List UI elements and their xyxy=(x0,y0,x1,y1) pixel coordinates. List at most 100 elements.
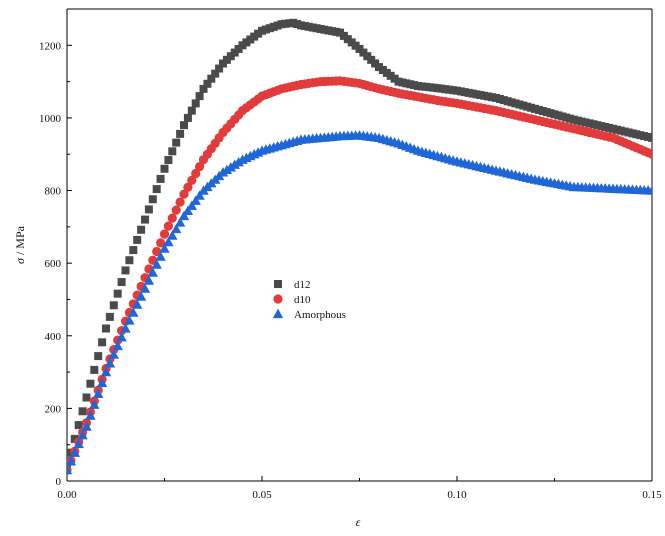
x-tick-label: 0.05 xyxy=(252,489,272,501)
data-point-d12 xyxy=(648,133,652,142)
data-point-d10 xyxy=(183,182,193,192)
data-point-d12 xyxy=(74,421,83,430)
data-point-d12 xyxy=(211,69,220,78)
data-point-d12 xyxy=(191,99,200,108)
data-point-d12 xyxy=(199,84,208,93)
data-point-d12 xyxy=(70,434,79,443)
data-point-d12 xyxy=(187,106,196,115)
data-point-amorphous xyxy=(128,307,139,317)
data-point-d12 xyxy=(195,92,204,101)
data-point-d12 xyxy=(183,113,192,122)
data-point-d12 xyxy=(152,185,161,194)
data-point-d12 xyxy=(203,79,212,88)
data-point-d12 xyxy=(215,64,224,73)
data-point-amorphous xyxy=(646,185,652,195)
data-point-d12 xyxy=(86,379,95,388)
data-point-d12 xyxy=(137,225,146,234)
legend-label-d12: d12 xyxy=(294,279,311,291)
data-point-amorphous xyxy=(174,217,186,227)
data-point-amorphous xyxy=(182,205,194,216)
series-amorphous xyxy=(67,130,652,475)
data-point-d12 xyxy=(176,129,185,138)
data-point-d12 xyxy=(78,407,87,416)
data-point-amorphous xyxy=(81,421,92,431)
data-point-d12 xyxy=(148,195,157,204)
data-point-amorphous xyxy=(67,456,77,466)
data-point-d10 xyxy=(647,149,652,159)
data-point-amorphous xyxy=(139,283,151,293)
data-point-amorphous xyxy=(194,190,205,200)
data-point-d12 xyxy=(129,246,138,255)
data-point-d12 xyxy=(82,393,91,402)
data-point-amorphous xyxy=(132,299,143,309)
data-point-d10 xyxy=(175,197,185,207)
data-point-d12 xyxy=(164,156,173,165)
data-point-d12 xyxy=(90,365,99,374)
data-point-amorphous xyxy=(67,464,73,475)
data-point-d12 xyxy=(121,266,130,275)
data-point-d12 xyxy=(125,256,134,265)
data-point-amorphous xyxy=(73,438,84,449)
data-point-amorphous xyxy=(89,399,100,409)
data-point-amorphous xyxy=(96,377,108,388)
data-point-amorphous xyxy=(104,358,116,368)
data-point-amorphous xyxy=(151,259,162,269)
data-point-amorphous xyxy=(178,210,190,221)
data-point-d12 xyxy=(117,278,126,287)
x-tick-label: 0.00 xyxy=(57,489,77,501)
data-point-amorphous xyxy=(77,430,88,440)
y-axis-ticks: 0 200 400 600 800 1000 1200 xyxy=(39,40,72,488)
data-point-amorphous xyxy=(108,349,119,359)
data-point-amorphous xyxy=(135,291,147,301)
data-point-d12 xyxy=(94,352,103,361)
data-point-d12 xyxy=(133,235,142,244)
data-point-amorphous xyxy=(143,275,155,285)
data-point-d10 xyxy=(171,205,181,215)
data-point-d10 xyxy=(191,168,201,179)
x-axis-title: ε xyxy=(356,515,361,529)
data-point-d10 xyxy=(187,175,197,185)
data-point-d12 xyxy=(180,121,188,130)
legend-label-d10: d10 xyxy=(294,294,311,306)
data-point-amorphous xyxy=(147,267,158,277)
legend-marker-d12 xyxy=(274,280,282,288)
y-axis-symbol: σ xyxy=(13,257,27,264)
y-tick-label: 200 xyxy=(45,403,62,415)
data-point-amorphous xyxy=(155,251,166,261)
y-axis-unit: / MPa xyxy=(13,225,27,258)
data-point-d12 xyxy=(168,147,177,156)
series-d10 xyxy=(67,76,652,475)
x-tick-label: 0.15 xyxy=(642,489,662,501)
data-point-amorphous xyxy=(85,410,96,420)
data-point-amorphous xyxy=(163,236,174,247)
data-point-amorphous xyxy=(171,223,182,234)
legend: d12 d10 Amorphous xyxy=(272,279,346,321)
data-point-d10 xyxy=(152,246,162,257)
data-point-d12 xyxy=(172,138,181,147)
y-tick-label: 1000 xyxy=(39,113,62,125)
x-axis-ticks: 0.00 0.05 0.10 0.15 xyxy=(57,476,662,501)
data-point-d10 xyxy=(179,189,189,199)
data-point-d12 xyxy=(98,338,107,347)
data-point-d10 xyxy=(159,229,170,239)
data-point-amorphous xyxy=(190,195,201,205)
data-point-d12 xyxy=(141,215,149,224)
y-tick-label: 600 xyxy=(45,258,62,270)
data-point-amorphous xyxy=(159,243,170,253)
data-point-amorphous xyxy=(69,447,80,457)
data-point-amorphous xyxy=(116,332,127,342)
data-point-amorphous xyxy=(167,230,178,240)
data-point-d12 xyxy=(160,164,169,173)
data-point-d10 xyxy=(156,238,166,248)
data-point-d12 xyxy=(109,301,118,310)
data-point-d10 xyxy=(167,213,177,223)
data-point-amorphous xyxy=(100,366,112,377)
data-point-d12 xyxy=(207,74,216,83)
data-point-d10 xyxy=(163,221,173,231)
legend-marker-amorphous xyxy=(272,308,284,319)
y-axis-title: σ / MPa xyxy=(13,225,27,264)
x-tick-label: 0.10 xyxy=(447,489,467,501)
data-point-d12 xyxy=(102,324,110,333)
y-tick-label: 400 xyxy=(45,331,62,343)
